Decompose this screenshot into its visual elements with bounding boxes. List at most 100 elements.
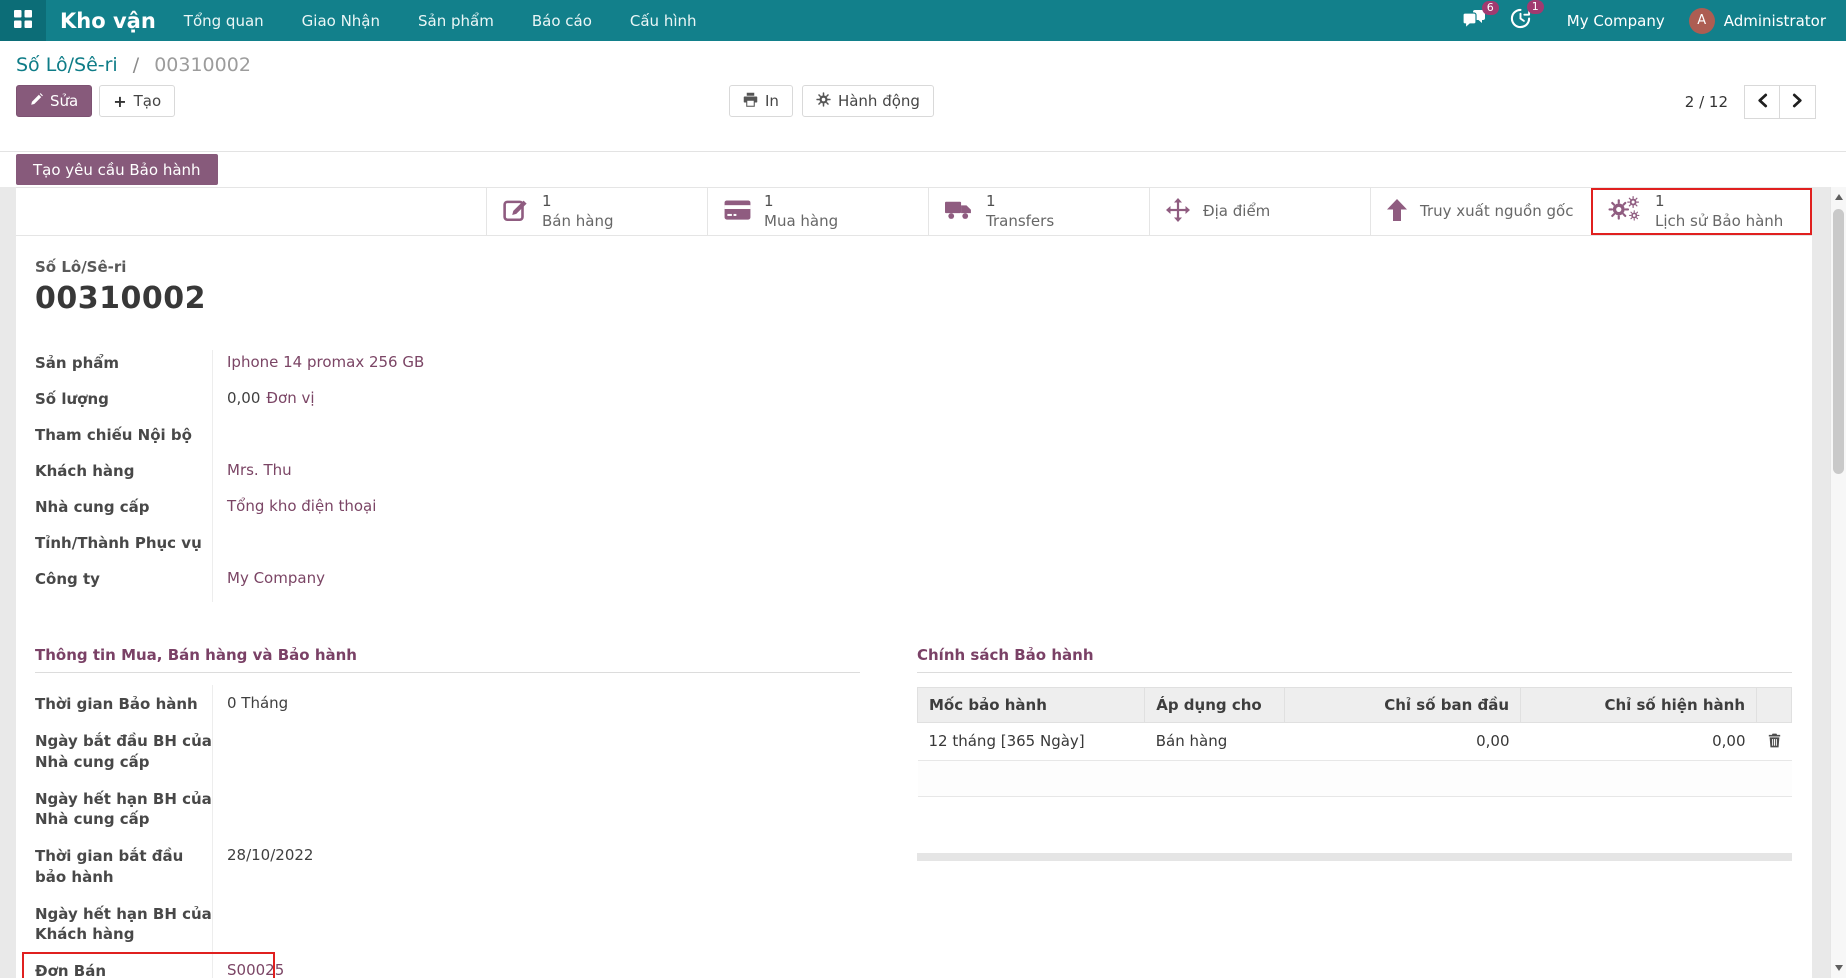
messages-count-badge: 6 (1481, 0, 1499, 15)
cell-chi-so-hien-hanh[interactable]: 0,00 (1520, 722, 1757, 761)
customer-link[interactable]: Mrs. Thu (227, 461, 292, 479)
field-ngay-bat-dau-bh-ncc: Ngày bắt đầu BH của Nhà cung cấp (35, 732, 212, 771)
smart-button-count: 1 (764, 192, 774, 210)
cell-moc-bao-hanh[interactable]: 12 tháng [365 Ngày] (917, 722, 1145, 761)
smart-button-label: Transfers (986, 211, 1055, 230)
user-name: Administrator (1723, 11, 1826, 30)
smart-button-label: Mua hàng (764, 211, 839, 230)
field-nha-cung-cap: Nhà cung cấp Tổng kho điện thoại (35, 494, 1792, 530)
messages-button[interactable]: 6 (1462, 0, 1499, 33)
record-title-label: Số Lô/Sê-ri (35, 258, 127, 276)
user-menu[interactable]: A Administrator (1688, 7, 1826, 34)
quantity-value: 0,00 (227, 389, 261, 407)
field-cong-ty: Công ty My Company (35, 566, 1792, 602)
uom-label: Đơn vị (266, 389, 315, 407)
move-arrows-icon (1166, 197, 1190, 226)
menu-san-pham[interactable]: Sản phẩm (418, 11, 494, 30)
chevron-right-icon (1792, 93, 1803, 112)
plus-icon: + (113, 91, 127, 111)
smart-button-ban-hang[interactable]: 1 Bán hàng (486, 188, 707, 235)
smart-buttons-row: 1 Bán hàng (16, 188, 1812, 236)
action-menu-button[interactable]: Hành động (801, 85, 934, 117)
print-button[interactable]: In (729, 85, 793, 117)
apps-menu-button[interactable] (0, 0, 46, 41)
smart-button-label: Địa điểm (1203, 201, 1271, 220)
company-link[interactable]: My Company (227, 569, 325, 587)
create-button[interactable]: + Tạo (99, 85, 176, 117)
menu-tong-quan[interactable]: Tổng quan (183, 11, 264, 30)
field-thoi-gian-bat-dau-bao-hanh: Thời gian bắt đầu bảo hành 28/10/2022 (35, 837, 860, 895)
col-moc-bao-hanh: Mốc bảo hành (916, 687, 1146, 723)
app-name[interactable]: Kho vận (60, 8, 156, 33)
sale-edit-icon (503, 197, 529, 227)
edit-button[interactable]: Sửa (16, 85, 93, 117)
warranty-policy-table: Mốc bảo hành Áp dụng cho Chỉ số ban đầu … (916, 687, 1792, 797)
truck-icon (945, 199, 973, 224)
menu-bao-cao[interactable]: Báo cáo (531, 11, 592, 30)
control-panel: Số Lô/Sê-ri / 00310002 Sửa + Tạo (0, 41, 1846, 152)
activities-button[interactable]: 1 (1510, 0, 1544, 33)
breadcrumb-parent-link[interactable]: Số Lô/Sê-ri (16, 54, 118, 76)
vertical-scrollbar-thumb[interactable] (1833, 209, 1844, 474)
internal-ref-value (212, 422, 1792, 458)
main-field-group: Sản phẩm Iphone 14 promax 256 GB Số lượn… (35, 350, 1792, 602)
pager-next-button[interactable] (1780, 85, 1816, 119)
sale-order-link[interactable]: S00025 (227, 961, 285, 978)
field-san-pham: Sản phẩm Iphone 14 promax 256 GB (35, 350, 1792, 386)
main-menu: Tổng quan Giao Nhận Sản phẩm Báo cáo Cấu… (184, 12, 697, 30)
warranty-info-group: Thông tin Mua, Bán hàng và Bảo hành Thời… (22, 646, 860, 978)
credit-card-icon (724, 199, 751, 225)
menu-giao-nhan[interactable]: Giao Nhận (301, 11, 381, 30)
smart-button-transfers[interactable]: 1 Transfers (928, 188, 1149, 235)
smart-button-lich-su-bao-hanh[interactable]: 1 Lịch sử Bảo hành (1591, 188, 1812, 235)
trash-icon (1768, 733, 1781, 751)
warranty-info-title: Thông tin Mua, Bán hàng và Bảo hành (35, 646, 860, 673)
activity-clock-icon (1510, 8, 1531, 33)
printer-icon (743, 92, 758, 111)
field-ngay-het-han-bh-khach-hang: Ngày hết hạn BH của Khách hàng (35, 904, 212, 943)
field-so-luong: Số lượng 0,00 Đơn vị (35, 389, 315, 408)
breadcrumb: Số Lô/Sê-ri / 00310002 (16, 41, 1830, 76)
col-actions (1756, 687, 1792, 723)
field-thoi-gian-bao-hanh: Thời gian Bảo hành 0 Tháng (35, 685, 860, 722)
arrow-up-icon (1387, 198, 1407, 225)
menu-cau-hinh[interactable]: Cấu hình (629, 11, 697, 30)
warranty-policy-group: Chính sách Bảo hành Mốc bảo hành Áp dụng… (916, 646, 1792, 978)
user-avatar: A (1688, 7, 1715, 34)
cell-ap-dung-cho[interactable]: Bán hàng (1144, 722, 1285, 761)
pencil-icon (30, 92, 43, 110)
smart-button-truy-xuat-nguon-goc[interactable]: Truy xuất nguồn gốc (1370, 188, 1591, 235)
horizontal-scrollbar[interactable] (917, 852, 1792, 861)
activities-count-badge: 1 (1526, 0, 1544, 14)
create-warranty-request-button[interactable]: Tạo yêu cầu Bảo hành (16, 154, 218, 185)
form-sheet: 1 Bán hàng (16, 187, 1812, 978)
form-view: Tạo yêu cầu Bảo hành 1 Bán (0, 152, 1846, 978)
product-link[interactable]: Iphone 14 promax 256 GB (227, 353, 425, 371)
delete-row-button[interactable] (1768, 733, 1781, 751)
field-don-ban: Đơn Bán S00025 (22, 952, 860, 978)
breadcrumb-current: 00310002 (154, 54, 251, 76)
field-tinh-thanh-phuc-vu: Tỉnh/Thành Phục vụ (35, 530, 1792, 566)
table-row[interactable]: 12 tháng [365 Ngày] Bán hàng 0,00 0,00 (917, 722, 1792, 761)
gears-icon (1608, 195, 1642, 229)
smart-button-count: 1 (542, 192, 552, 210)
scrollbar-up-arrow-icon[interactable] (1835, 194, 1843, 200)
cell-chi-so-ban-dau[interactable]: 0,00 (1284, 722, 1521, 761)
vertical-scrollbar[interactable] (1830, 187, 1846, 978)
smart-button-mua-hang[interactable]: 1 Mua hàng (707, 188, 928, 235)
smart-button-count: 1 (986, 192, 996, 210)
vendor-link[interactable]: Tổng kho điện thoại (227, 497, 377, 515)
scrollbar-down-arrow-icon[interactable] (1835, 965, 1843, 971)
warranty-start-date-value: 28/10/2022 (227, 846, 314, 865)
smart-button-label: Bán hàng (542, 211, 614, 230)
company-switcher[interactable]: My Company (1566, 11, 1665, 30)
pager-previous-button[interactable] (1744, 85, 1780, 119)
smart-button-dia-diem[interactable]: Địa điểm (1149, 188, 1370, 235)
smart-button-count: 1 (1655, 192, 1665, 210)
table-header-row: Mốc bảo hành Áp dụng cho Chỉ số ban đầu … (916, 687, 1792, 723)
state-value (212, 530, 1792, 566)
apps-grid-icon (14, 9, 32, 32)
col-chi-so-ban-dau: Chỉ số ban đầu (1284, 687, 1522, 723)
field-ngay-het-han-bh-ncc: Ngày hết hạn BH của Nhà cung cấp (35, 789, 212, 828)
